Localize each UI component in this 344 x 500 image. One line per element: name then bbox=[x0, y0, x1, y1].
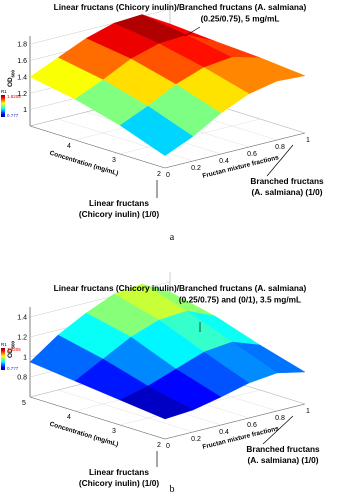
label-arrow bbox=[266, 144, 294, 177]
y-tick-label: 3 bbox=[112, 428, 116, 435]
x-tick-label: 0.4 bbox=[219, 429, 229, 436]
y-tick-label: 2 bbox=[157, 442, 161, 449]
colorbar-min: 0.777 bbox=[7, 366, 19, 371]
x-tick-label: 0.8 bbox=[275, 144, 285, 151]
z-tick-label: 1.4 bbox=[17, 315, 27, 322]
z-tick-label: 1.4 bbox=[17, 74, 27, 81]
grid-line bbox=[164, 403, 306, 440]
annotation: Linear fructans (Chicory inulin)/Branche… bbox=[54, 2, 307, 12]
x-tick-label: 0.4 bbox=[219, 158, 229, 165]
z-axis-label: OD bbox=[7, 77, 14, 87]
colorbar-min: 0.777 bbox=[7, 113, 19, 118]
grid-line bbox=[57, 389, 194, 433]
surface-patch bbox=[119, 105, 194, 156]
branched-label: (A. salmiana) (1/0) bbox=[247, 455, 318, 465]
z-tick-label: 1.6 bbox=[17, 58, 27, 65]
x-tick-label: 1 bbox=[306, 408, 310, 415]
z-axis-label: OD bbox=[7, 348, 14, 358]
annotation: (0.25/0.75), 5 mg/mL bbox=[201, 14, 280, 24]
colorbar-title: R1 bbox=[1, 89, 7, 94]
x-tick-label: 0.6 bbox=[247, 151, 257, 158]
colorbar-max: 1.8205 bbox=[7, 94, 21, 99]
colorbar bbox=[1, 95, 5, 117]
x-tick-label: 0.6 bbox=[247, 422, 257, 429]
linear-label: Linear fructans bbox=[89, 198, 149, 208]
panel-label: a bbox=[170, 232, 175, 243]
annotation: Linear fructans (Chicory inulin)/Branche… bbox=[54, 283, 307, 293]
annotation-arrow bbox=[184, 26, 201, 37]
colorbar-max: 1.8205 bbox=[7, 347, 21, 352]
branched-label: Branched fructans bbox=[250, 176, 324, 186]
z-axis-label-subscript: 600 bbox=[11, 69, 16, 77]
grid-line bbox=[29, 125, 166, 169]
x-tick-label: 0.2 bbox=[191, 436, 201, 443]
x-tick-label: 0.8 bbox=[275, 415, 285, 422]
y-axis-label: Concentration (mg/mL) bbox=[49, 150, 119, 178]
y-axis-label: Concentration (mg/mL) bbox=[49, 421, 119, 449]
surface-patch bbox=[119, 385, 194, 420]
panel-label: b bbox=[170, 484, 175, 495]
z-tick-label: 1.2 bbox=[17, 91, 27, 98]
grid-line bbox=[57, 118, 194, 162]
z-tick-label: 1.2 bbox=[17, 335, 27, 342]
y-tick-label: 5 bbox=[22, 400, 26, 407]
y-tick-label: 3 bbox=[112, 157, 116, 164]
z-axis-label-subscript: 600 bbox=[11, 340, 16, 348]
y-tick-label: 2 bbox=[157, 171, 161, 178]
z-tick-label: 0.8 bbox=[17, 375, 27, 382]
label-arrow bbox=[262, 415, 294, 445]
grid-line bbox=[29, 396, 166, 440]
grid-line bbox=[164, 132, 306, 169]
x-tick-label: 0.2 bbox=[191, 165, 201, 172]
grid-line bbox=[29, 8, 171, 45]
x-tick-label: 0 bbox=[166, 443, 170, 450]
colorbar-title: R1 bbox=[1, 342, 7, 347]
linear-label: (Chicory inulin) (1/0) bbox=[79, 209, 159, 219]
linear-label: (Chicory inulin) (1/0) bbox=[79, 478, 159, 488]
annotation: (0.25/0.75) and (0/1), 3.5 mg/mL bbox=[179, 295, 301, 305]
x-tick-label: 0 bbox=[166, 172, 170, 179]
linear-label: Linear fructans bbox=[89, 467, 149, 477]
colorbar bbox=[1, 348, 5, 370]
y-tick-label: 4 bbox=[67, 143, 71, 150]
x-tick-label: 1 bbox=[306, 137, 310, 144]
z-tick-label: 1 bbox=[23, 355, 27, 362]
z-tick-label: 1 bbox=[23, 107, 27, 114]
branched-label: Branched fructans bbox=[246, 444, 320, 454]
y-tick-label: 4 bbox=[67, 414, 71, 421]
branched-label: (A. salmiana) (1/0) bbox=[251, 187, 322, 197]
z-tick-label: 1.8 bbox=[17, 42, 27, 49]
